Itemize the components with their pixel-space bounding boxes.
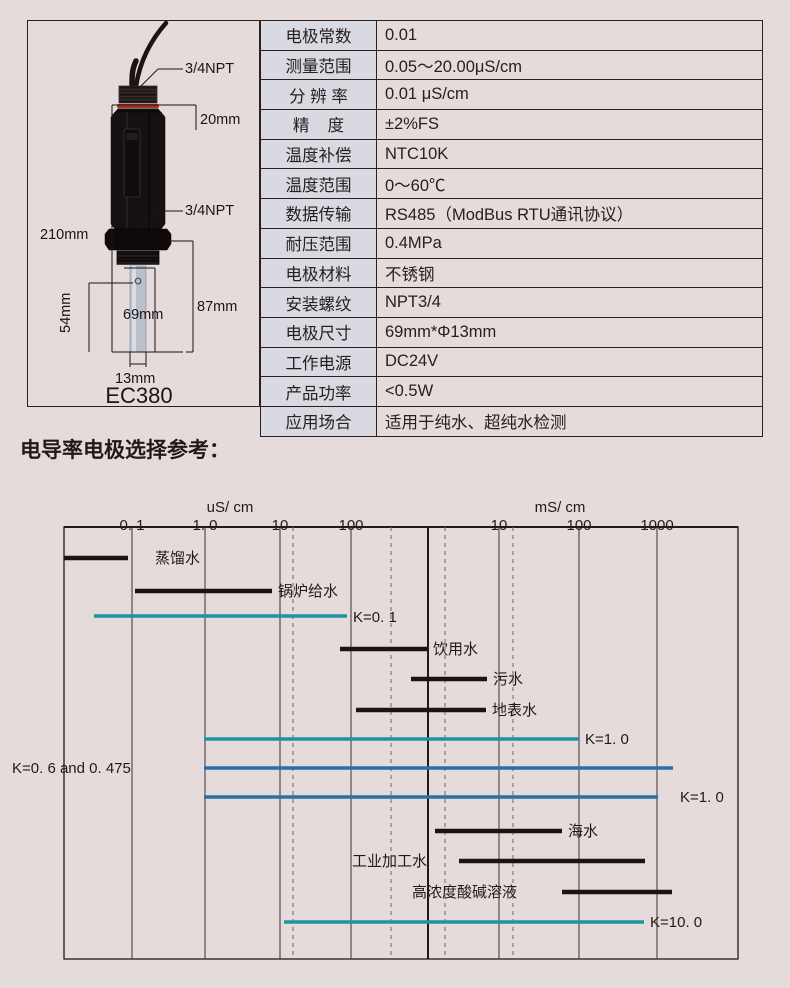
svg-text:高浓度酸碱溶液: 高浓度酸碱溶液 xyxy=(412,884,517,901)
svg-text:地表水: 地表水 xyxy=(492,702,537,719)
svg-text:87mm: 87mm xyxy=(197,299,237,315)
svg-text:69mm: 69mm xyxy=(123,307,163,323)
svg-text:K=1. 0: K=1. 0 xyxy=(680,789,724,806)
svg-text:3/4NPT: 3/4NPT xyxy=(185,61,234,77)
svg-text:K=0. 6 and 0. 475: K=0. 6 and 0. 475 xyxy=(12,760,131,777)
svg-text:海水: 海水 xyxy=(568,823,598,840)
svg-text:锅炉给水: 锅炉给水 xyxy=(278,583,338,600)
svg-text:20mm: 20mm xyxy=(200,112,240,128)
svg-text:uS/ cm: uS/ cm xyxy=(207,500,254,516)
svg-text:210mm: 210mm xyxy=(40,227,88,243)
svg-text:K=1. 0: K=1. 0 xyxy=(585,731,629,748)
svg-text:K=0. 1: K=0. 1 xyxy=(353,609,397,626)
svg-text:54mm: 54mm xyxy=(58,293,74,333)
svg-text:蒸馏水: 蒸馏水 xyxy=(155,550,200,567)
svg-text:K=10. 0: K=10. 0 xyxy=(650,914,702,931)
svg-text:mS/ cm: mS/ cm xyxy=(535,500,586,516)
svg-text:EC380: EC380 xyxy=(105,383,172,408)
svg-text:3/4NPT: 3/4NPT xyxy=(185,203,234,219)
svg-text:污水: 污水 xyxy=(493,671,523,688)
svg-text:饮用水: 饮用水 xyxy=(433,641,478,658)
svg-text:工业加工水: 工业加工水 xyxy=(352,853,427,870)
